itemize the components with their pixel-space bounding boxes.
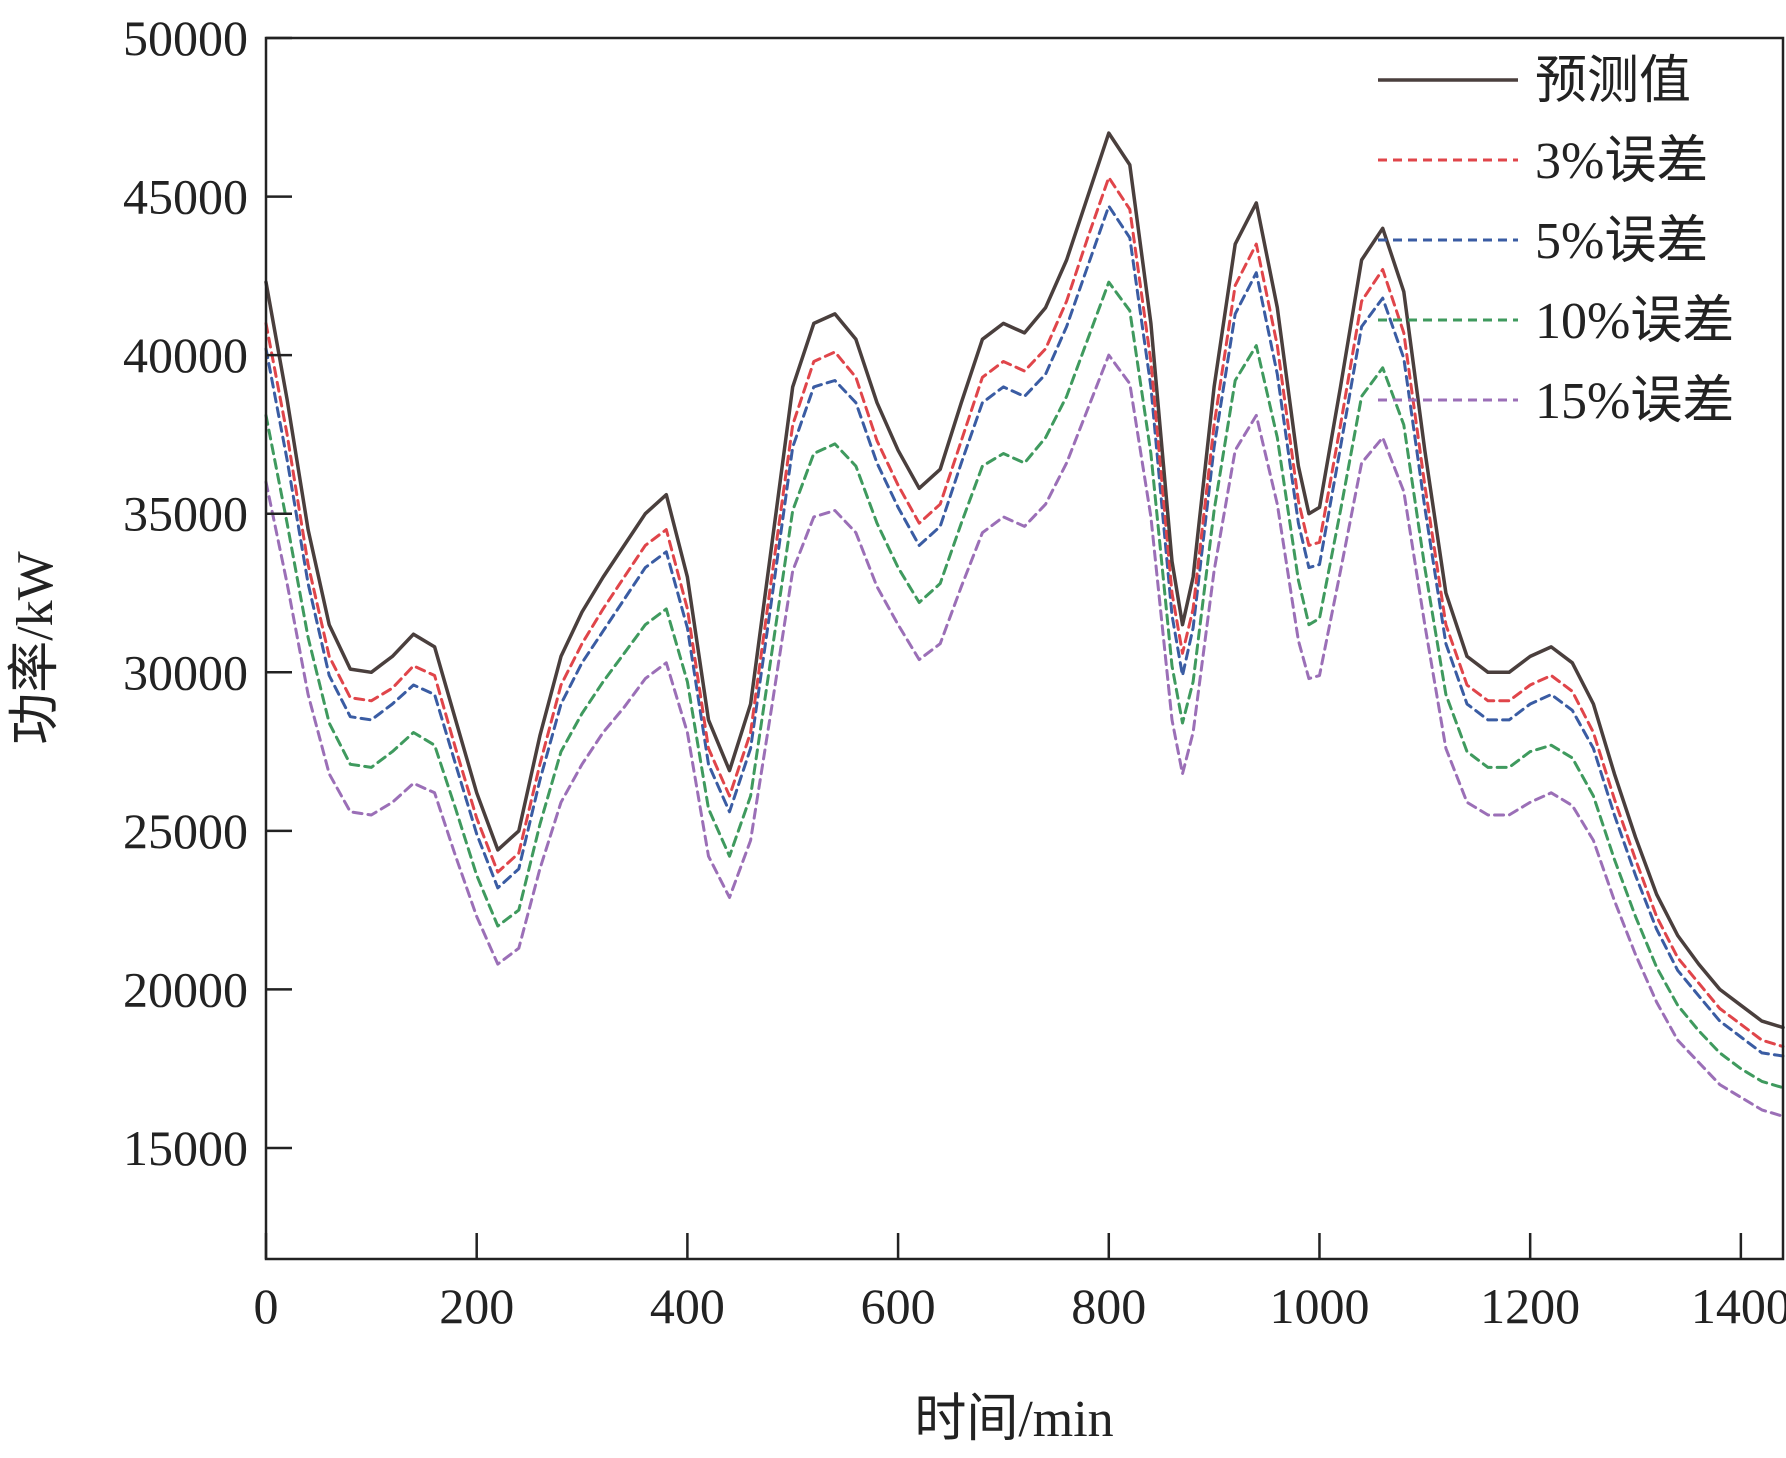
series-layer bbox=[264, 131, 1785, 1118]
y-tick-label: 25000 bbox=[123, 803, 248, 859]
series-line-3 bbox=[264, 280, 1785, 1090]
y-tick-label: 35000 bbox=[123, 486, 248, 542]
y-tick-label: 45000 bbox=[123, 169, 248, 225]
x-tick-label: 1400 bbox=[1691, 1278, 1786, 1334]
legend: 预测值 3%误差 5%误差 10%误差 15%误差 bbox=[1378, 53, 1734, 430]
x-tick-label: 1000 bbox=[1269, 1278, 1369, 1334]
y-tick-label: 40000 bbox=[123, 327, 248, 383]
x-tick-label: 800 bbox=[1071, 1278, 1146, 1334]
plot-frame bbox=[264, 36, 1785, 1261]
legend-label-4: 15%误差 bbox=[1535, 373, 1734, 430]
series-line-1 bbox=[264, 176, 1785, 1048]
x-tick-label: 200 bbox=[439, 1278, 514, 1334]
tick-layer: 0 200 400 600 800 1000 1200 1400 15000 20000 25000… bbox=[123, 10, 1786, 1334]
legend-label-2: 5%误差 bbox=[1535, 213, 1708, 270]
series-line-2 bbox=[264, 204, 1785, 1058]
y-axis-title: 功率/kW bbox=[7, 551, 64, 745]
legend-label-0: 预测值 bbox=[1535, 53, 1691, 110]
series-line-4 bbox=[264, 353, 1785, 1118]
y-tick-label: 15000 bbox=[123, 1120, 248, 1176]
x-tick-label: 400 bbox=[650, 1278, 725, 1334]
series-line-0 bbox=[264, 131, 1785, 1030]
legend-label-1: 3%误差 bbox=[1535, 133, 1708, 190]
x-tick-label: 0 bbox=[254, 1278, 279, 1334]
y-tick-label: 50000 bbox=[123, 10, 248, 66]
x-axis-title: 时间/min bbox=[914, 1391, 1113, 1448]
y-tick-label: 30000 bbox=[123, 644, 248, 700]
x-tick-label: 1200 bbox=[1480, 1278, 1580, 1334]
legend-label-3: 10%误差 bbox=[1535, 293, 1734, 350]
y-tick-label: 20000 bbox=[123, 961, 248, 1017]
x-tick-label: 600 bbox=[861, 1278, 936, 1334]
